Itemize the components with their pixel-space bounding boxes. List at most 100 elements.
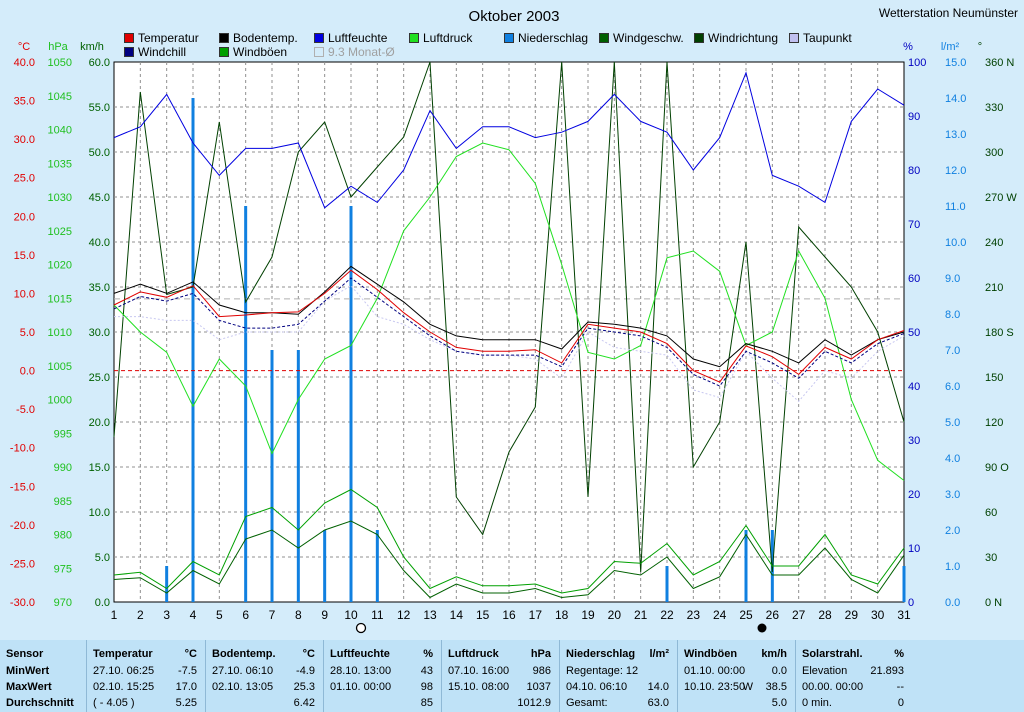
legend-swatch xyxy=(314,47,324,57)
stat-header: Luftfeuchte xyxy=(330,648,390,660)
pressure-series xyxy=(113,142,905,481)
chart-title: Oktober 2003 xyxy=(469,8,560,25)
deg-tick: 90 O xyxy=(985,462,1009,474)
stat-header: Niederschlag xyxy=(566,648,636,660)
stat-row-value: 63.0 xyxy=(647,697,669,709)
deg-tick: 300 xyxy=(985,147,1003,159)
legend-label: Niederschlag xyxy=(518,31,589,45)
celsius-tick: 35.0 xyxy=(14,96,35,108)
stat-unit: km/h xyxy=(761,648,787,660)
deg-tick: 180 S xyxy=(985,327,1014,339)
deg-tick: 210 xyxy=(985,282,1003,294)
x-tick-label: 3 xyxy=(163,608,170,622)
x-tick-label: 25 xyxy=(739,608,753,622)
legend-item: Windchill xyxy=(124,45,186,59)
precipitation-bar xyxy=(902,566,906,602)
x-tick-label: 19 xyxy=(581,608,595,622)
axis-unit-label: hPa xyxy=(48,41,68,53)
lm2-tick: 0.0 xyxy=(945,597,960,609)
legend-label: Windrichtung xyxy=(708,31,779,45)
hpa-tick: 990 xyxy=(54,462,72,474)
celsius-tick: 25.0 xyxy=(14,173,35,185)
legend-item: Taupunkt xyxy=(789,31,852,45)
kmh-tick: 45.0 xyxy=(89,192,110,204)
kmh-tick: 20.0 xyxy=(89,417,110,429)
x-tick-label: 5 xyxy=(216,608,223,622)
stat-header: Solarstrahl. xyxy=(802,648,863,660)
stat-row-label: 00.00. 00:00 xyxy=(802,681,864,693)
x-tick-label: 28 xyxy=(818,608,832,622)
legend-swatch xyxy=(504,33,514,43)
hpa-tick: 1040 xyxy=(48,125,72,137)
station-name: Wetterstation Neumünster xyxy=(879,6,1018,20)
kmh-tick: 55.0 xyxy=(89,102,110,114)
legend-item: 9.3 Monat-Ø xyxy=(314,45,395,59)
lm2-tick: 13.0 xyxy=(945,129,966,141)
stat-row-label: MinWert xyxy=(6,665,50,677)
legend-label: Luftdruck xyxy=(423,31,473,45)
lm2-tick: 8.0 xyxy=(945,309,960,321)
x-tick-label: 1 xyxy=(111,608,118,622)
hpa-tick: 1025 xyxy=(48,226,72,238)
lm2-tick: 15.0 xyxy=(945,57,966,69)
stat-unit: °C xyxy=(302,648,315,660)
stat-row-value: 0 xyxy=(897,697,904,709)
x-tick-label: 13 xyxy=(423,608,437,622)
lm2-tick: 1.0 xyxy=(945,561,960,573)
legend-swatch xyxy=(219,33,229,43)
stat-column: Luftdruck hPa 07.10. 16:00 986 15.10. 08:00 1… xyxy=(441,640,559,712)
legend-item: Windrichtung xyxy=(694,31,778,45)
legend-item: Bodentemp. xyxy=(219,31,298,45)
x-tick-label: 12 xyxy=(397,608,411,622)
lm2-tick: 5.0 xyxy=(945,417,960,429)
legend-item: Temperatur xyxy=(124,31,199,45)
stat-row-label: 27.10. 06:10 xyxy=(212,665,274,677)
celsius-tick: 5.0 xyxy=(20,327,35,339)
legend-item: Windböen xyxy=(219,45,287,59)
legend-swatch xyxy=(314,33,324,43)
axis-unit-label: l/m² xyxy=(941,41,960,53)
wind-direction-series xyxy=(113,61,905,573)
stats-panel: Sensor MinWert MaxWert Durchschnitt Temperat… xyxy=(0,640,1024,712)
stat-header: Windböen xyxy=(684,648,738,660)
x-tick-label: 7 xyxy=(269,608,276,622)
weather-chart: 40.035.030.025.020.015.010.05.00.0-5.0-1… xyxy=(9,6,1019,634)
celsius-tick: -15.0 xyxy=(10,481,35,493)
stat-row-label: 02.10. 13:05 xyxy=(212,681,274,693)
stat-column: Niederschlag l/m² Regentage: 12 04.10. 06:1… xyxy=(559,640,677,712)
kmh-tick: 40.0 xyxy=(89,237,110,249)
legend-swatch xyxy=(694,33,704,43)
deg-tick: 0 N xyxy=(985,597,1002,609)
hpa-tick: 1045 xyxy=(48,91,72,103)
deg-tick: 120 xyxy=(985,417,1003,429)
wind-gust-series xyxy=(113,488,905,594)
precipitation-bar xyxy=(349,206,353,602)
stat-header: Sensor xyxy=(6,648,44,660)
stat-row-label: 10.10. 23:50 xyxy=(684,681,746,693)
x-tick-label: 8 xyxy=(295,608,302,622)
pct-tick: 70 xyxy=(908,219,920,231)
kmh-tick: 25.0 xyxy=(89,372,110,384)
x-tick-label: 22 xyxy=(660,608,674,622)
celsius-tick: 30.0 xyxy=(14,134,35,146)
stat-row-label: Durchschnitt xyxy=(6,697,74,709)
axis-unit-label: °C xyxy=(18,41,30,53)
pct-tick: 10 xyxy=(908,543,920,555)
stat-unit: hPa xyxy=(530,648,551,660)
deg-tick: 240 xyxy=(985,237,1003,249)
full-moon-icon xyxy=(355,622,367,634)
precipitation-bar xyxy=(270,350,274,602)
stat-row-value: -- xyxy=(896,681,904,693)
stat-row-value: 43 xyxy=(420,665,433,677)
legend-label: Windböen xyxy=(233,45,288,59)
dewpoint-series xyxy=(114,285,905,403)
x-tick-label: 24 xyxy=(713,608,727,622)
stat-unit: l/m² xyxy=(649,648,669,660)
stat-row-value: 14.0 xyxy=(647,681,669,693)
pct-tick: 50 xyxy=(908,327,920,339)
pct-tick: 30 xyxy=(908,435,920,447)
x-tick-label: 10 xyxy=(344,608,358,622)
hpa-tick: 1050 xyxy=(48,57,72,69)
stat-row-value: -4.9 xyxy=(296,665,315,677)
stat-row-direction: W xyxy=(742,681,753,693)
